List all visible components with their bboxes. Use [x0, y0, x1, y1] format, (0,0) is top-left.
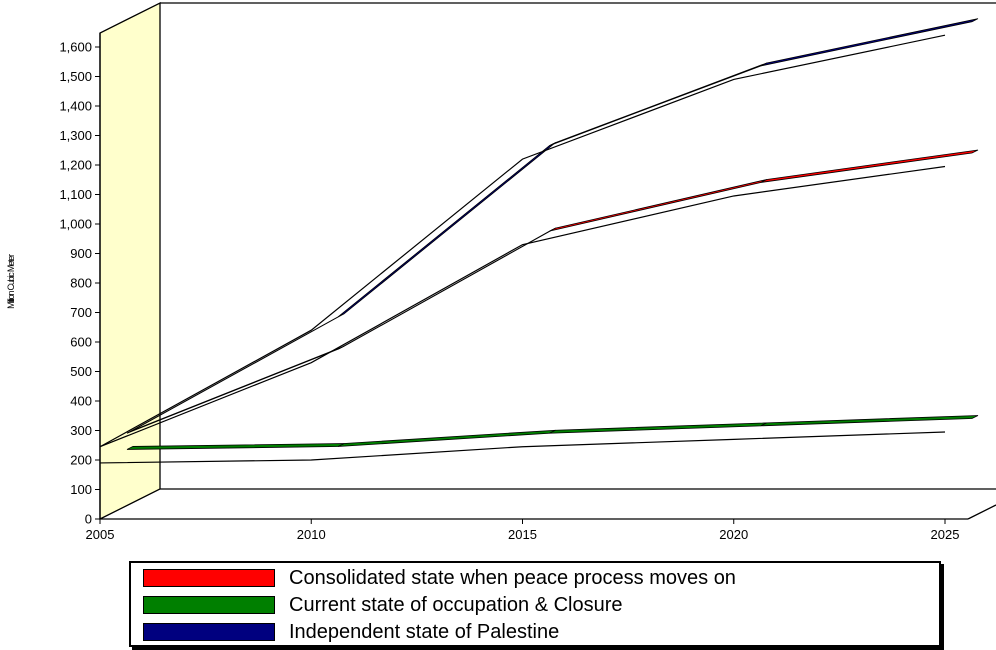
y-tick-label: 900 — [70, 246, 92, 261]
y-tick-label: 1,600 — [59, 40, 92, 55]
x-axis-ticks: 2005 2010 2015 2020 2025 — [86, 519, 960, 542]
series-front-line — [99, 34, 946, 448]
x-tick-label: 2025 — [931, 527, 960, 542]
ribbon-segment — [760, 149, 979, 183]
ribbon-segment — [337, 142, 556, 318]
ribbon-segment — [549, 179, 767, 232]
y-tick-label: 1,400 — [59, 99, 92, 114]
y-tick-label: 1,000 — [59, 217, 92, 232]
y-tick-label: 1,100 — [59, 187, 92, 202]
legend-label-current: Current state of occupation & Closure — [289, 593, 623, 616]
legend-swatch-green — [143, 596, 275, 614]
series-front-line — [99, 431, 946, 464]
y-tick-label: 200 — [70, 453, 92, 468]
line-chart-3d: 0 100 200 300 400 500 600 700 800 900 1,000 1,100 1,… — [6, 1, 996, 542]
y-tick-label: 500 — [70, 364, 92, 379]
y-tick-label: 600 — [70, 335, 92, 350]
legend-item-consolidated: Consolidated state when peace process mo… — [143, 566, 736, 590]
chart-frame — [99, 1, 996, 521]
y-tick-label: 100 — [70, 482, 92, 497]
y-tick-label: 300 — [70, 423, 92, 438]
series-front-line — [99, 165, 946, 448]
legend-label-consolidated: Consolidated state when peace process mo… — [289, 566, 736, 589]
x-tick-label: 2015 — [508, 527, 537, 542]
y-tick-label: 0 — [85, 512, 92, 527]
series-current — [99, 415, 979, 464]
x-tick-label: 2005 — [86, 527, 115, 542]
series-independent — [99, 18, 979, 448]
ribbon-segment — [760, 18, 979, 67]
legend-swatch-blue — [143, 623, 275, 641]
x-tick-label: 2020 — [719, 527, 748, 542]
series-consolidated — [99, 149, 979, 448]
legend-item-independent: Independent state of Palestine — [143, 620, 559, 644]
legend-item-current: Current state of occupation & Closure — [143, 593, 623, 617]
y-axis-title: Million Cubic Meter — [6, 254, 16, 309]
y-tick-label: 1,200 — [59, 158, 92, 173]
x-tick-label: 2010 — [297, 527, 326, 542]
ribbon-segment — [549, 422, 767, 434]
ribbon-segment — [760, 415, 979, 427]
ribbon-segment — [338, 227, 556, 350]
ribbon-segment — [549, 62, 767, 146]
legend-swatch-red — [143, 569, 275, 587]
y-tick-label: 1,300 — [59, 128, 92, 143]
floor-front-edge — [967, 504, 996, 520]
legend: Consolidated state when peace process mo… — [129, 561, 941, 647]
y-axis-ticks: 0 100 200 300 400 500 600 700 800 900 1,000 1,100 1,… — [59, 40, 100, 527]
y-tick-label: 1,500 — [59, 69, 92, 84]
ribbon-segment — [338, 429, 556, 447]
series-layer — [99, 18, 979, 464]
y-tick-label: 400 — [70, 394, 92, 409]
legend-label-independent: Independent state of Palestine — [289, 620, 560, 643]
y-tick-label: 800 — [70, 276, 92, 291]
y-tick-label: 700 — [70, 305, 92, 320]
